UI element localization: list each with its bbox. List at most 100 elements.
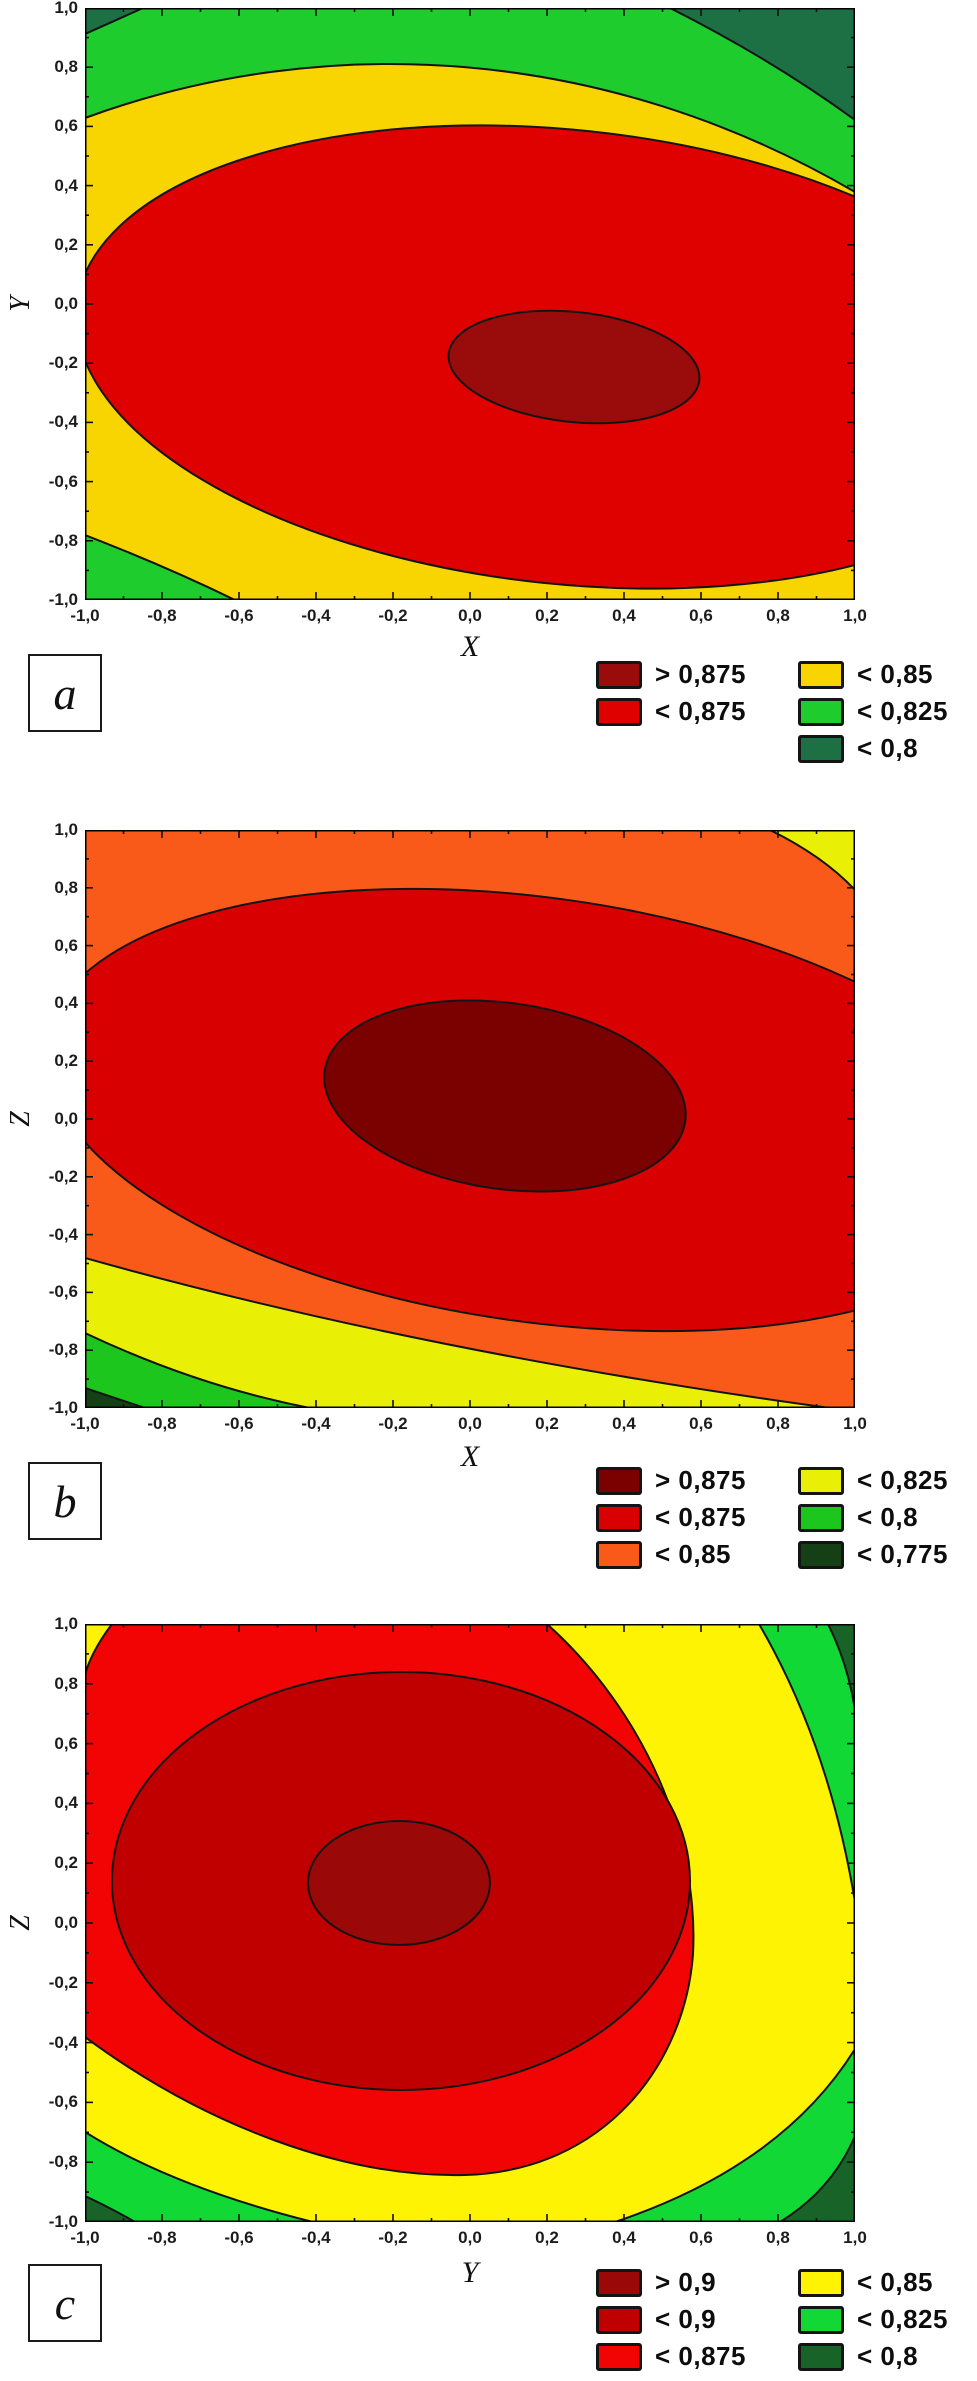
tick-label: 0,2 [54, 234, 78, 254]
band-lt-0825-bottom-left-c [85, 2130, 314, 2222]
tick-label: -0,4 [301, 1414, 331, 1433]
legend-swatch [596, 1466, 642, 1495]
legend-item: < 0,825 [798, 696, 948, 726]
tick-label: -0,6 [224, 1414, 254, 1433]
y-axis-title-a: Y [5, 296, 36, 312]
contour-plot-a [85, 8, 855, 600]
tick-label: -0,6 [48, 471, 78, 491]
legend-label: < 0,8 [857, 1502, 919, 1532]
legend-item: < 0,8 [798, 1502, 948, 1532]
band-lt-0825-top-right-c [757, 1624, 855, 1903]
tick-label: 0,0 [458, 1414, 482, 1433]
legend-swatch [798, 2342, 844, 2371]
legend-label: < 0,875 [655, 2341, 746, 2371]
legend-label: < 0,9 [655, 2304, 717, 2334]
tick-label: 0,4 [54, 1793, 78, 1813]
legend-column: < 0,825 < 0,8 < 0,775 [798, 1465, 948, 1577]
band-lt-08-top-right [669, 8, 855, 122]
x-tick-labels-c: -1,0 -0,8 -0,6 -0,4 -0,2 0,0 0,2 0,4 0,6 0,8 1,0 [61, 2228, 879, 2248]
tick-label: 0,0 [54, 1912, 78, 1932]
tick-label: -1,0 [70, 2228, 100, 2247]
legend-swatch [798, 697, 844, 726]
tick-label: 0,8 [54, 877, 78, 897]
legend-swatch [596, 1540, 642, 1569]
tick-label: 0,4 [54, 993, 78, 1013]
legend-label: < 0,8 [857, 2341, 919, 2371]
tick-label: -0,8 [48, 2152, 78, 2172]
tick-label: 0,6 [54, 1733, 78, 1753]
legend-swatch [798, 1540, 844, 1569]
band-lt-08-bottom-left-c [85, 2194, 137, 2222]
legend-label: < 0,775 [857, 1539, 948, 1569]
tick-label: 0,4 [612, 606, 636, 625]
tick-label: -0,8 [48, 530, 78, 550]
legend-item: > 0,875 [596, 1465, 798, 1495]
tick-label: 0,0 [458, 606, 482, 625]
legend-item: < 0,85 [798, 659, 948, 689]
tick-label: -0,8 [147, 606, 177, 625]
tick-label: 1,0 [843, 606, 867, 625]
legend-swatch [798, 2268, 844, 2297]
legend-label: < 0,875 [655, 696, 746, 726]
tick-label: 0,0 [458, 2228, 482, 2247]
tick-label: -0,2 [378, 2228, 408, 2247]
contour-plot-c [85, 1624, 855, 2222]
tick-label: 0,0 [54, 293, 78, 313]
contour-plot-b [85, 830, 855, 1408]
legend-swatch [798, 1503, 844, 1532]
tick-label: 0,2 [535, 606, 559, 625]
tick-label: 1,0 [54, 1614, 78, 1633]
tick-label: -0,6 [224, 2228, 254, 2247]
x-axis-title-c: Y [461, 2256, 479, 2289]
y-tick-labels-b: 1,0 0,8 0,6 0,4 0,2 0,0 -0,2 -0,4 -0,6 -0,8 -1,0 [36, 821, 78, 1417]
legend-label: > 0,875 [655, 1465, 746, 1495]
tick-label: -1,0 [48, 2211, 78, 2231]
legend-label: < 0,825 [857, 696, 948, 726]
panel-letter-b-text: b [53, 1475, 77, 1527]
tick-label: -1,0 [70, 1414, 100, 1433]
panel-letter-a-text: a [53, 667, 77, 719]
tick-label: -0,6 [48, 2092, 78, 2112]
band-lt-0825-top [85, 8, 855, 194]
tick-label: -0,2 [48, 353, 78, 373]
legend-item: < 0,85 [596, 1539, 798, 1569]
legend-item: < 0,8 [798, 2341, 948, 2371]
legend-item: > 0,875 [596, 659, 798, 689]
legend-item: < 0,825 [798, 1465, 948, 1495]
legend-swatch [596, 2268, 642, 2297]
tick-label: 0,6 [689, 606, 713, 625]
y-axis-title-b: Z [5, 1111, 36, 1127]
tick-label: -0,8 [48, 1340, 78, 1360]
tick-label: -1,0 [48, 589, 78, 609]
legend-a: > 0,875 < 0,875 < 0,85 < 0,825 < 0,8 [596, 659, 948, 771]
tick-label: 0,6 [54, 935, 78, 955]
tick-label: 0,4 [54, 175, 78, 195]
y-tick-labels-a: 1,0 0,8 0,6 0,4 0,2 0,0 -0,2 -0,4 -0,6 -0,8 -1,0 [36, 0, 78, 609]
x-tick-labels-a: -1,0 -0,8 -0,6 -0,4 -0,2 0,0 0,2 0,4 0,6 0,8 1,0 [61, 606, 879, 626]
legend-label: < 0,85 [857, 659, 934, 689]
legend-item: > 0,9 [596, 2267, 798, 2297]
x-axis-title-a: X [460, 630, 480, 663]
tick-label: 0,2 [535, 2228, 559, 2247]
legend-item: < 0,9 [596, 2304, 798, 2334]
legend-item: < 0,875 [596, 1502, 798, 1532]
legend-column: > 0,9 < 0,9 < 0,875 [596, 2267, 798, 2379]
tick-label: 0,6 [689, 1414, 713, 1433]
panel-letter-b: b [28, 1462, 102, 1540]
legend-item: < 0,875 [596, 2341, 798, 2371]
legend-swatch [596, 2305, 642, 2334]
legend-c: > 0,9 < 0,9 < 0,875 < 0,85 < 0,825 < 0,8 [596, 2267, 948, 2379]
legend-column: < 0,85 < 0,825 < 0,8 [798, 659, 948, 771]
band-gt-0875 [447, 309, 701, 425]
tick-label: -0,2 [378, 606, 408, 625]
tick-label: 0,6 [689, 2228, 713, 2247]
legend-label: > 0,875 [655, 659, 746, 689]
tick-label: -0,4 [48, 2032, 78, 2052]
tick-label: -0,6 [48, 1282, 78, 1302]
legend-b: > 0,875 < 0,875 < 0,85 < 0,825 < 0,8 < 0,775 [596, 1465, 948, 1577]
legend-label: < 0,875 [655, 1502, 746, 1532]
tick-label: -1,0 [70, 606, 100, 625]
legend-swatch [596, 2342, 642, 2371]
tick-label: -0,2 [378, 1414, 408, 1433]
